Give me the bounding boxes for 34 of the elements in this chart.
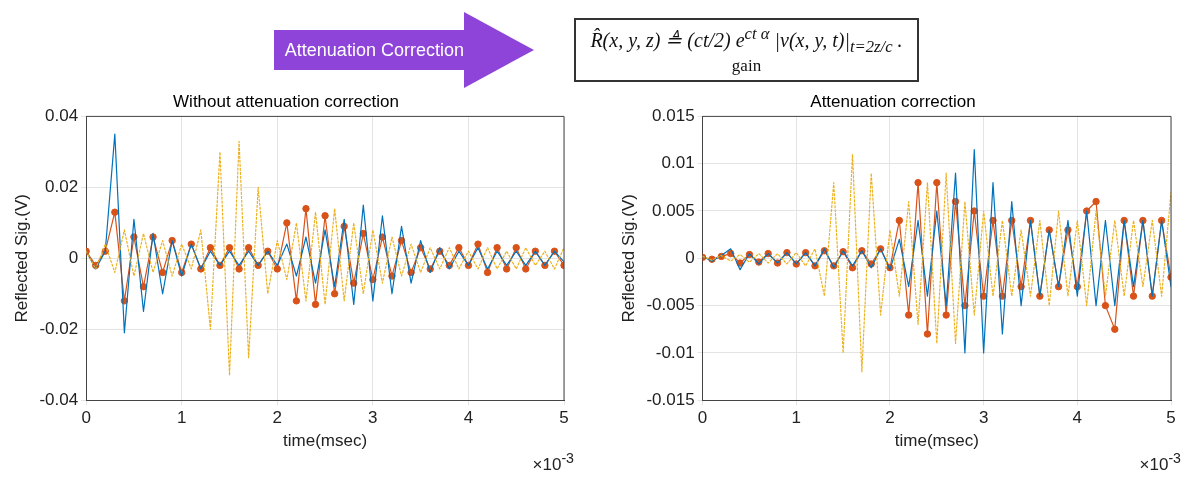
y-tick-label: -0.01: [655, 342, 695, 362]
x-tick-label: 0: [697, 408, 708, 428]
y-tick-label: 0.02: [45, 177, 79, 197]
text: gain: [730, 56, 763, 77]
text: Attenuation Correction: [283, 38, 465, 62]
x-tick-label: 4: [463, 408, 474, 428]
y-tick-label: 0: [68, 247, 79, 267]
x-tick-label: 5: [559, 408, 569, 428]
x-tick-label: 4: [1072, 408, 1083, 428]
y-axis-title: Reflected Sig.(V): [11, 194, 31, 323]
x-tick-label: 2: [885, 408, 895, 428]
chart-title: Without attenuation correction: [173, 91, 399, 111]
text: ×10$^{-3}$: [1139, 450, 1181, 475]
text: ×10$^{-3}$: [532, 450, 574, 475]
y-tick-label: 0: [685, 247, 695, 267]
y-tick-label: -0.015: [646, 389, 695, 409]
y-tick-label: 0.04: [45, 106, 79, 126]
x-tick-label: 3: [368, 408, 378, 428]
y-tick-label: 0.01: [661, 153, 695, 173]
text: R̂(x, y, z) ≜ (ct/2) e$^{ct α}$ |v(x, y, t)|$_{t=2z/c}$ .: [590, 23, 903, 57]
x-tick-label: 2: [272, 408, 283, 428]
x-tick-label: 1: [791, 408, 802, 428]
chart-title: Attenuation correction: [810, 91, 976, 111]
x-tick-label: 5: [1166, 408, 1176, 428]
y-tick-label: -0.005: [646, 295, 695, 315]
x-tick-label: 3: [978, 408, 989, 428]
y-tick-label: 0.005: [652, 200, 695, 220]
y-axis-title: Reflected Sig.(V): [618, 194, 638, 323]
x-axis-title: time(msec): [894, 431, 979, 451]
y-tick-label: -0.02: [39, 318, 79, 338]
y-tick-label: -0.04: [39, 389, 79, 409]
x-axis-title: time(msec): [283, 431, 368, 451]
x-tick-label: 1: [176, 408, 187, 428]
y-tick-label: 0.015: [652, 106, 695, 126]
